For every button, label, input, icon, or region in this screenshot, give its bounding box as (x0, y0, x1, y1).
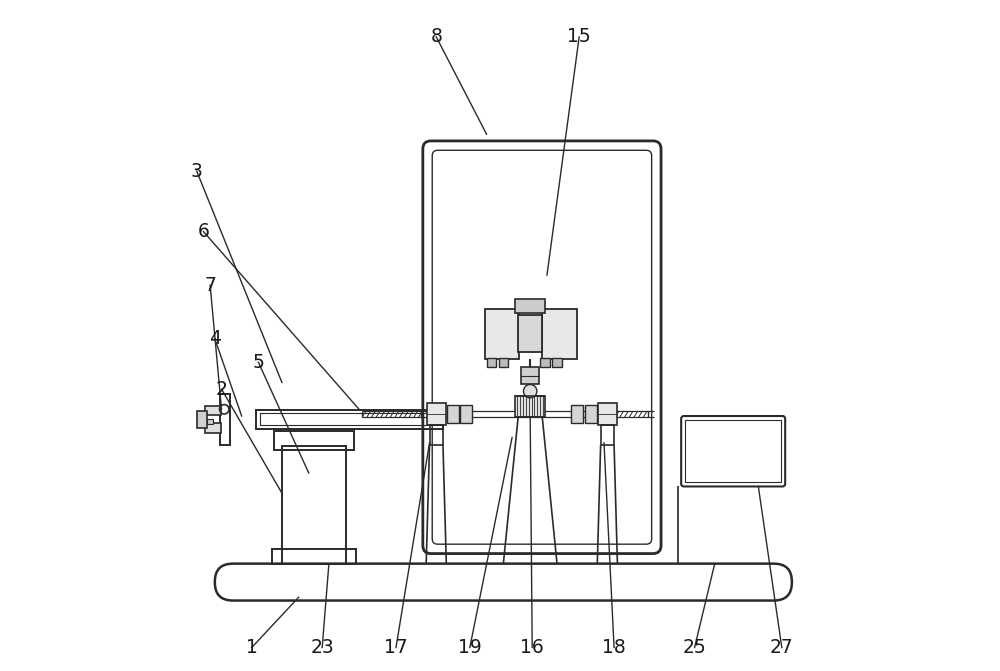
Text: 25: 25 (683, 638, 706, 657)
Bar (272, 549, 356, 564)
Text: 17: 17 (384, 638, 408, 657)
Bar (205, 406, 221, 415)
Text: 7: 7 (204, 276, 216, 295)
Bar (540, 358, 550, 367)
Text: 18: 18 (602, 638, 626, 657)
Bar (585, 405, 597, 423)
Bar (552, 358, 562, 367)
Bar (685, 420, 781, 482)
Circle shape (523, 384, 537, 398)
Text: 23: 23 (310, 638, 334, 657)
Bar (427, 403, 446, 425)
Bar (487, 358, 496, 367)
Bar (542, 309, 577, 359)
Bar (207, 419, 213, 424)
Bar (260, 413, 440, 425)
Bar (515, 396, 545, 417)
Text: 19: 19 (458, 638, 482, 657)
Bar (521, 367, 539, 384)
Bar (460, 405, 472, 423)
Bar (274, 431, 354, 450)
Bar (205, 423, 221, 433)
Bar (601, 425, 614, 445)
Bar (485, 309, 519, 359)
Bar (197, 411, 207, 428)
Text: 8: 8 (430, 28, 442, 46)
Bar (571, 405, 583, 423)
Text: 3: 3 (191, 162, 203, 180)
Bar (220, 394, 230, 445)
Bar (447, 405, 459, 423)
Text: 27: 27 (770, 638, 794, 657)
Text: 4: 4 (209, 329, 221, 348)
Bar (515, 299, 545, 313)
Text: 5: 5 (253, 353, 264, 372)
Text: 2: 2 (216, 380, 227, 399)
Text: 6: 6 (197, 222, 209, 241)
Text: 16: 16 (520, 638, 544, 657)
Bar (598, 403, 617, 425)
Bar (430, 425, 443, 445)
Bar (499, 358, 508, 367)
Bar (518, 315, 542, 352)
Bar (282, 446, 346, 564)
Bar (256, 410, 443, 429)
Text: 1: 1 (246, 638, 258, 657)
Text: 15: 15 (567, 28, 591, 46)
